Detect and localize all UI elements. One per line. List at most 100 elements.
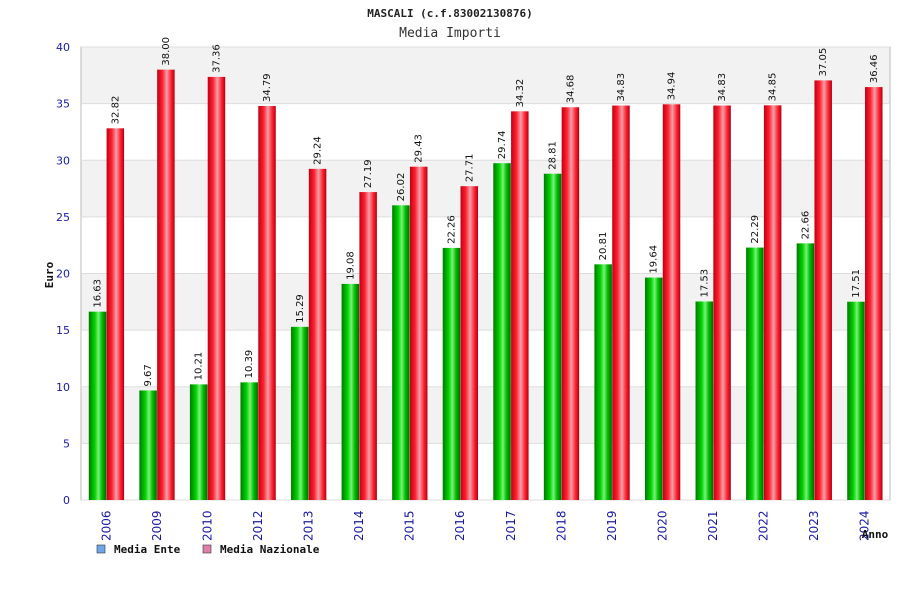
value-label: 22.29 [750, 215, 761, 244]
legend-swatch-media-nazionale [202, 544, 212, 554]
value-labels: 16.63 32.82 9.67 38.00 10.21 37.36 10.39 34.79 1… [93, 37, 880, 386]
x-tick-label: 2022 [757, 510, 771, 541]
x-tick-label: 2019 [605, 510, 619, 541]
value-label: 29.74 [497, 131, 508, 160]
value-label: 29.43 [414, 134, 425, 163]
value-label: 27.19 [363, 159, 374, 188]
value-label: 34.32 [515, 79, 526, 108]
x-tick-label: 2012 [251, 510, 265, 541]
x-tick-label: 2017 [504, 510, 518, 541]
value-label: 15.29 [295, 294, 306, 323]
x-tick-label: 2016 [453, 510, 467, 541]
bar-media-ente [847, 301, 865, 500]
x-tick-label: 2013 [302, 510, 316, 541]
y-tick-label: 0 [63, 494, 70, 507]
x-tick-label: 2015 [403, 510, 417, 541]
bar-media-ente [695, 301, 714, 500]
bar-media-ente [139, 390, 157, 500]
bar-media-nazionale [308, 168, 327, 500]
bar-media-nazionale [561, 107, 580, 501]
bar-media-nazionale [157, 69, 175, 501]
value-label: 28.81 [548, 141, 559, 170]
value-label: 36.46 [869, 54, 880, 83]
value-label: 34.85 [768, 73, 779, 102]
x-tick-label: 2023 [807, 510, 821, 541]
value-label: 32.82 [110, 96, 121, 125]
bar-media-ente [88, 311, 107, 500]
chart-subtitle: Media Importi [399, 26, 501, 41]
value-label: 16.63 [93, 279, 104, 308]
x-tick-label: 2009 [150, 510, 164, 541]
y-tick-label: 25 [56, 211, 70, 224]
bar-media-nazionale [106, 128, 125, 500]
x-tick-label: 2020 [655, 510, 669, 541]
bar-media-nazionale [359, 192, 377, 501]
x-axis-ticks: 2006 2009 2010 2012 2013 2014 2015 2016 2017 2018… [99, 510, 871, 541]
value-label: 22.66 [800, 211, 811, 240]
value-label: 37.36 [211, 44, 222, 73]
x-axis-label: Anno [862, 528, 889, 541]
bars [88, 69, 883, 501]
y-tick-label: 5 [63, 437, 70, 450]
bar-media-ente [644, 277, 663, 500]
y-tick-label: 30 [56, 154, 70, 167]
bar-media-ente [796, 243, 815, 501]
bar-media-ente [442, 247, 461, 500]
legend: Media Ente Media Nazionale [96, 543, 320, 556]
y-tick-label: 15 [56, 324, 70, 337]
bar-media-nazionale [662, 104, 681, 500]
legend-swatch-media-ente [96, 544, 106, 554]
x-tick-label: 2010 [200, 510, 214, 541]
bar-media-ente [543, 173, 562, 500]
value-label: 34.68 [565, 75, 576, 104]
bar-media-nazionale [511, 111, 529, 501]
legend-label-media-nazionale: Media Nazionale [220, 543, 320, 556]
bar-media-nazionale [612, 105, 630, 501]
y-axis-ticks: 0 5 10 15 20 25 30 35 40 [56, 41, 70, 507]
value-label: 27.71 [464, 154, 475, 183]
bar-media-ente [291, 326, 309, 500]
x-tick-label: 2021 [706, 510, 720, 541]
value-label: 17.51 [851, 269, 862, 298]
x-tick-label: 2018 [554, 510, 568, 541]
bar-media-ente [392, 205, 410, 501]
y-tick-label: 20 [56, 268, 70, 281]
value-label: 17.53 [699, 269, 710, 298]
legend-label-media-ente: Media Ente [114, 543, 181, 556]
value-label: 34.83 [616, 73, 627, 102]
bar-media-nazionale [207, 76, 226, 500]
value-label: 20.81 [598, 232, 609, 261]
bar-media-ente [189, 384, 208, 500]
bar-media-nazionale [814, 80, 832, 500]
x-tick-label: 2014 [352, 510, 366, 541]
y-tick-label: 35 [56, 98, 70, 111]
value-label: 19.64 [649, 245, 660, 274]
value-label: 10.39 [244, 350, 255, 379]
value-label: 34.83 [717, 73, 728, 102]
value-label: 9.67 [143, 364, 154, 386]
value-label: 38.00 [161, 37, 172, 66]
bar-media-nazionale [409, 166, 428, 500]
x-tick-label: 2024 [858, 510, 872, 541]
value-label: 22.26 [446, 215, 457, 244]
bar-media-ente [493, 163, 511, 500]
bar-media-ente [594, 264, 612, 500]
value-label: 34.94 [667, 72, 678, 101]
value-label: 37.05 [818, 48, 829, 77]
value-label: 26.02 [396, 173, 407, 202]
bar-media-nazionale [460, 186, 479, 500]
bar-media-nazionale [865, 87, 883, 500]
chart-title: MASCALI (c.f.83002130876) [367, 7, 533, 20]
x-tick-label: 2006 [99, 510, 113, 541]
y-tick-label: 40 [56, 41, 70, 54]
value-label: 29.24 [313, 136, 324, 165]
bar-media-ente [240, 382, 258, 500]
y-axis-label: Euro [43, 261, 56, 288]
bar-media-ente [341, 283, 360, 500]
bar-media-nazionale [713, 105, 731, 501]
value-label: 10.21 [194, 352, 205, 381]
value-label: 19.08 [345, 251, 356, 280]
y-tick-label: 10 [56, 381, 70, 394]
value-label: 34.79 [262, 73, 273, 102]
